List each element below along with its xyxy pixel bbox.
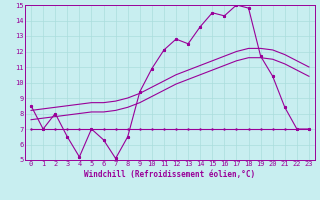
X-axis label: Windchill (Refroidissement éolien,°C): Windchill (Refroidissement éolien,°C) <box>84 170 256 179</box>
